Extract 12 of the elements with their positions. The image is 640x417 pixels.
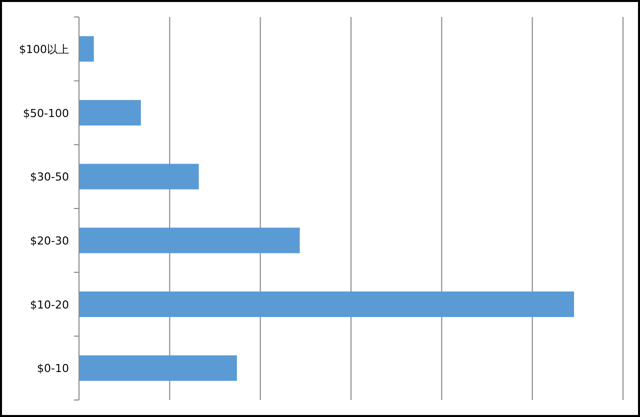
bar	[79, 164, 199, 190]
bar	[79, 355, 237, 381]
y-tick-label: $0-10	[37, 362, 69, 376]
bar	[79, 36, 94, 62]
y-tick-label: $50-100	[23, 106, 69, 120]
y-tick-label: $10-20	[30, 298, 69, 312]
y-tick-label: $30-50	[30, 170, 69, 184]
bar	[79, 228, 300, 254]
y-tick-label: $20-30	[30, 234, 69, 248]
bar	[79, 100, 141, 126]
bar	[79, 291, 574, 318]
y-tick-label: $100以上	[19, 42, 69, 56]
